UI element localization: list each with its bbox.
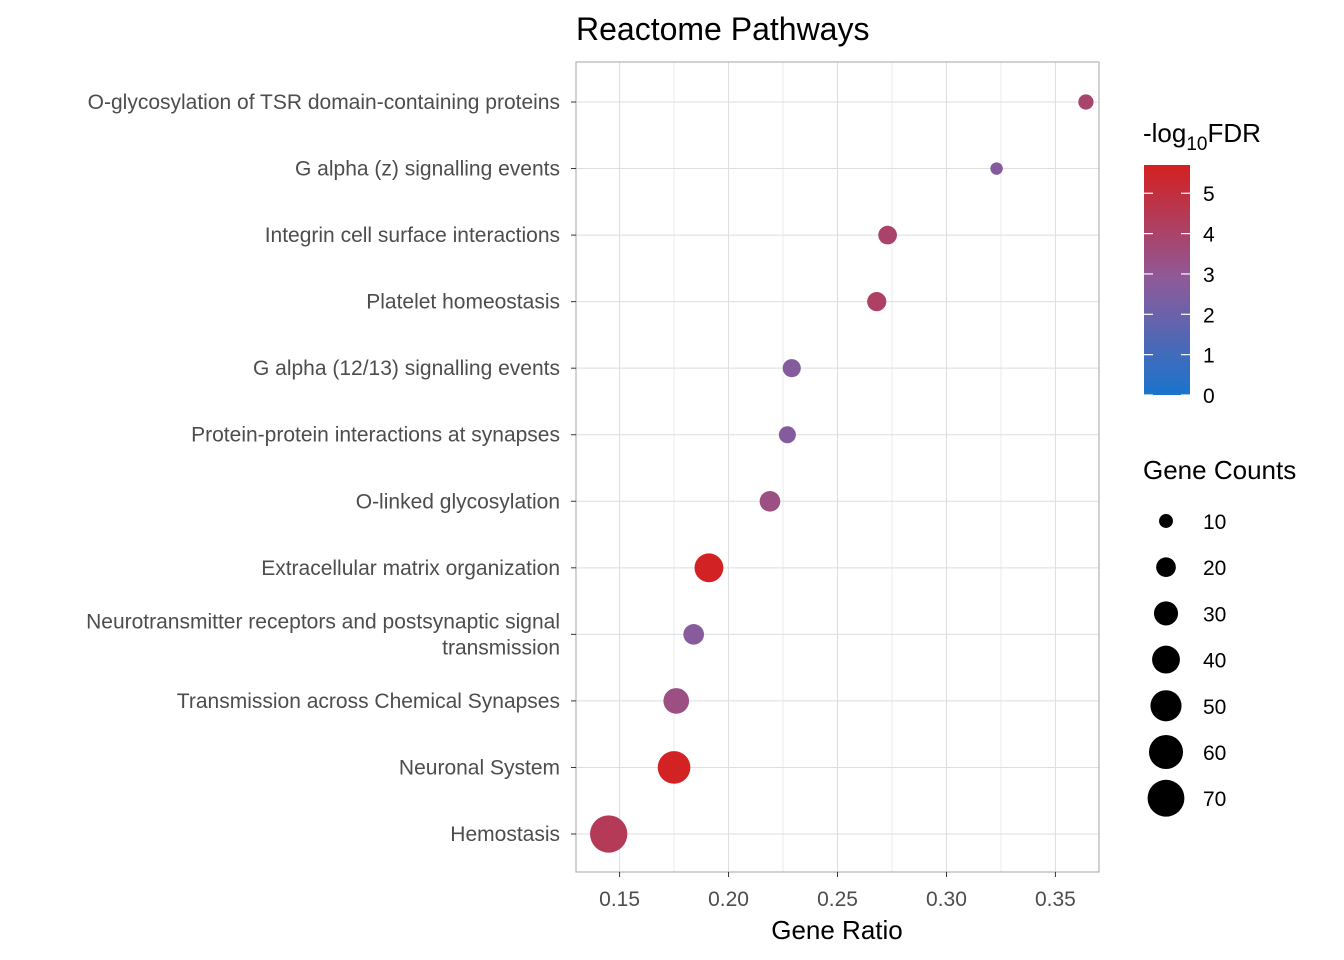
size-legend-label: 40	[1203, 650, 1226, 673]
data-point	[990, 162, 1003, 175]
size-legend-key	[1148, 734, 1184, 770]
data-point	[663, 688, 690, 714]
data-point	[759, 490, 781, 512]
chart-title: Reactome Pathways	[576, 11, 869, 47]
y-tick-label: Extracellular matrix organization	[261, 557, 560, 580]
y-axis-labels: O-glycosylation of TSR domain-containing…	[86, 91, 576, 846]
y-tick-label: Platelet homeostasis	[366, 291, 560, 314]
size-legend-key	[1152, 645, 1180, 674]
y-tick-label: G alpha (12/13) signalling events	[253, 357, 560, 380]
y-tick-label: Neurotransmitter receptors and postsynap…	[86, 610, 560, 659]
data-point	[683, 624, 704, 645]
y-tick-label: Hemostasis	[450, 823, 560, 846]
x-axis-title: Gene Ratio	[771, 915, 903, 945]
data-point	[867, 292, 887, 312]
size-legend-label: 60	[1203, 742, 1226, 765]
size-legend-key	[1147, 779, 1185, 817]
x-tick-label: 0.35	[1035, 888, 1076, 911]
size-legend-key	[1150, 690, 1182, 722]
data-points	[590, 94, 1094, 853]
data-point	[590, 815, 628, 853]
color-legend-title: -log10FDR	[1143, 118, 1261, 155]
y-tick-label: Protein-protein interactions at synapses	[191, 424, 560, 447]
size-legend-key	[1153, 601, 1179, 626]
y-tick-label: G alpha (z) signalling events	[295, 158, 560, 181]
colorbar-tick-label: 2	[1203, 304, 1215, 327]
data-point	[782, 359, 801, 378]
data-point	[657, 751, 691, 784]
x-tick-label: 0.25	[817, 888, 858, 911]
x-tick-label: 0.20	[708, 888, 749, 911]
size-legend-title: Gene Counts	[1143, 455, 1296, 485]
size-legend-label: 20	[1203, 557, 1226, 580]
colorbar-tick-label: 4	[1203, 224, 1215, 247]
data-point	[1078, 94, 1094, 110]
color-legend: -log10FDR 0 1 2 3 4 5	[1143, 118, 1261, 408]
size-legend-label: 50	[1203, 696, 1226, 719]
size-legend-key	[1159, 514, 1173, 528]
data-point	[694, 553, 724, 583]
colorbar-tick-label: 3	[1203, 264, 1215, 287]
colorbar-tick-label: 5	[1203, 183, 1215, 206]
y-tick-label: Neuronal System	[399, 756, 560, 779]
y-tick-label: Transmission across Chemical Synapses	[177, 690, 560, 713]
y-tick-label: O-glycosylation of TSR domain-containing…	[88, 91, 560, 114]
size-legend-label: 30	[1203, 603, 1226, 626]
colorbar-tick-label: 1	[1203, 345, 1215, 368]
y-tick-label: O-linked glycosylation	[356, 490, 560, 513]
size-legend-key	[1156, 557, 1176, 578]
size-legend: Gene Counts 10 20 30 40 50 60 70	[1143, 455, 1296, 817]
y-tick-label: Integrin cell surface interactions	[265, 224, 560, 247]
x-tick-label: 0.30	[926, 888, 967, 911]
x-axis: 0.15 0.20 0.25 0.30 0.35	[599, 872, 1076, 911]
grid-lines	[576, 62, 1099, 872]
data-point	[878, 225, 897, 245]
size-legend-label: 70	[1203, 788, 1226, 811]
data-point	[778, 426, 796, 444]
colorbar	[1144, 165, 1190, 395]
x-tick-label: 0.15	[599, 888, 640, 911]
size-legend-label: 10	[1203, 511, 1226, 534]
colorbar-tick-label: 0	[1203, 385, 1215, 408]
